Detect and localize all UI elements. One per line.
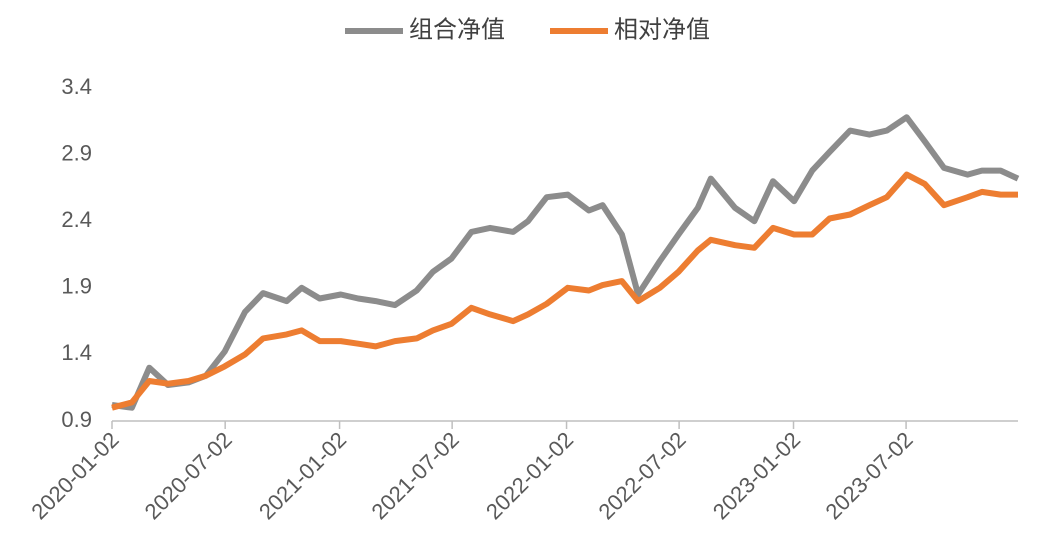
series-line <box>111 114 1020 411</box>
y-tick-label: 1.4 <box>61 340 92 365</box>
y-tick-label: 2.4 <box>61 207 92 232</box>
y-tick-label: 3.4 <box>61 74 92 99</box>
series-line <box>111 171 1018 411</box>
x-tick-label: 2020-07-02 <box>140 427 237 524</box>
y-tick-label: 1.9 <box>61 274 92 299</box>
x-tick-label: 2022-07-02 <box>593 427 690 524</box>
x-tick-label: 2021-07-02 <box>367 427 464 524</box>
x-tick-label: 2020-01-02 <box>26 427 123 524</box>
y-tick-label: 2.9 <box>61 140 92 165</box>
legend-label: 组合净值 <box>409 16 505 43</box>
x-tick-label: 2022-01-02 <box>481 427 578 524</box>
legend-label: 相对净值 <box>614 16 710 43</box>
y-tick-label: 0.9 <box>61 407 92 432</box>
x-tick-label: 2023-01-02 <box>708 427 805 524</box>
x-tick-label: 2021-01-02 <box>254 427 351 524</box>
x-tick-label: 2023-07-02 <box>820 427 917 524</box>
